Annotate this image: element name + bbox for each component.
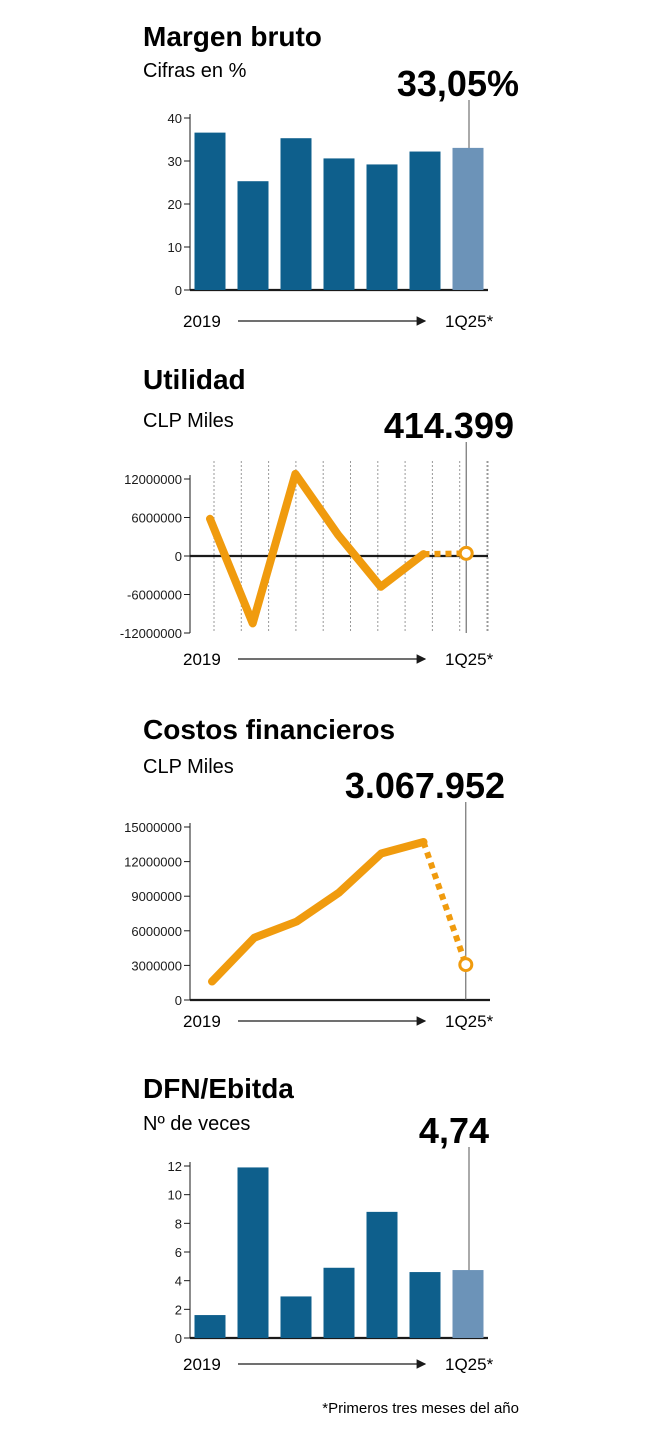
y-tick-label: 3000000	[131, 958, 182, 973]
x-end-label: 1Q25*	[445, 1355, 494, 1374]
y-tick-label: 2	[175, 1302, 182, 1317]
x-end-label: 1Q25*	[445, 1012, 494, 1031]
y-tick-label: 20	[168, 197, 182, 212]
callout-value: 4,74	[419, 1110, 489, 1151]
callout-value: 414.399	[384, 405, 514, 446]
y-tick-label: 0	[175, 1331, 182, 1346]
series-line-projection	[420, 841, 469, 966]
series-line	[208, 837, 428, 986]
y-tick-label: 6	[175, 1245, 182, 1260]
bar	[237, 1167, 269, 1338]
y-tick-label: 6000000	[131, 924, 182, 939]
chart-subtitle: Cifras en %	[143, 60, 247, 82]
y-tick-label: 9000000	[131, 889, 182, 904]
y-tick-label: 10	[168, 240, 182, 255]
chart-dfn-ebitda: DFN/Ebitda Nº de veces 4,74 0 2 4 6 8 10 12 20…	[143, 1073, 494, 1374]
chart-title: Margen bruto	[143, 21, 322, 52]
bar	[452, 147, 484, 290]
x-start-label: 2019	[183, 1355, 221, 1374]
bar	[280, 138, 312, 290]
bar	[194, 132, 226, 290]
x-end-label: 1Q25*	[445, 650, 494, 669]
bar	[323, 1267, 355, 1338]
bar	[366, 164, 398, 290]
bar	[280, 1296, 312, 1338]
callout-value: 33,05%	[397, 63, 519, 104]
bar	[237, 181, 269, 290]
bar	[409, 1272, 441, 1338]
y-tick-label: 30	[168, 154, 182, 169]
x-start-label: 2019	[183, 650, 221, 669]
x-start-label: 2019	[183, 312, 221, 331]
y-tick-label: -6000000	[127, 588, 182, 603]
y-tick-label: 6000000	[131, 511, 182, 526]
bar	[194, 1315, 226, 1338]
y-tick-label: 15000000	[124, 820, 182, 835]
y-tick-label: 12000000	[124, 855, 182, 870]
y-tick-label: 0	[175, 993, 182, 1008]
plot-area: 0 2 4 6 8 10 12	[168, 1147, 488, 1346]
bar	[452, 1270, 484, 1338]
y-tick-label: 8	[175, 1216, 182, 1231]
chart-subtitle: Nº de veces	[143, 1113, 250, 1135]
x-start-label: 2019	[183, 1012, 221, 1031]
bar	[366, 1211, 398, 1338]
bar	[409, 151, 441, 290]
plot-area: 0 3000000 6000000 9000000 12000000 15000000	[124, 802, 490, 1008]
plot-area: -12000000 -6000000 0 6000000 12000000	[120, 442, 489, 641]
y-tick-label: 0	[175, 283, 182, 298]
chart-margen-bruto: Margen bruto Cifras en % 33,05% 0 10 20 30 4…	[143, 21, 519, 331]
callout-value: 3.067.952	[345, 765, 505, 806]
chart-title: Costos financieros	[143, 714, 395, 745]
y-tick-label: 12	[168, 1159, 182, 1174]
chart-subtitle: CLP Miles	[143, 756, 234, 778]
plot-area: 0 10 20 30 40	[168, 100, 488, 298]
series-line	[206, 469, 428, 628]
y-tick-label: 10	[168, 1188, 182, 1203]
chart-costos-financieros: Costos financieros CLP Miles 3.067.952 0…	[124, 714, 505, 1031]
chart-title: Utilidad	[143, 364, 246, 395]
y-tick-label: -12000000	[120, 626, 182, 641]
footnote: *Primeros tres meses del año	[322, 1400, 519, 1417]
chart-subtitle: CLP Miles	[143, 410, 234, 432]
x-end-label: 1Q25*	[445, 312, 494, 331]
last-point-marker	[458, 957, 474, 973]
y-tick-label: 40	[168, 111, 182, 126]
y-tick-label: 4	[175, 1274, 182, 1289]
y-tick-label: 0	[175, 549, 182, 564]
bar	[323, 158, 355, 290]
last-point-marker	[458, 545, 474, 561]
chart-title: DFN/Ebitda	[143, 1073, 294, 1104]
y-tick-label: 12000000	[124, 472, 182, 487]
chart-utilidad: Utilidad CLP Miles 414.399 -12000000 -600…	[120, 364, 514, 669]
